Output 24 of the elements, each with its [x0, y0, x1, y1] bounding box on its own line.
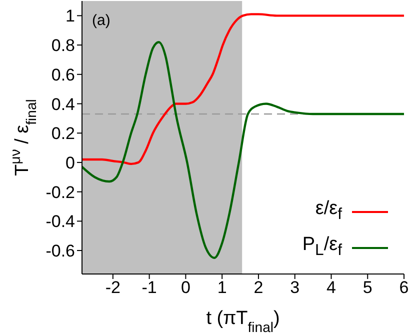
- line-series: [82, 13, 404, 166]
- y-tick-label: -0.4: [46, 212, 75, 232]
- y-tick-label: 0.2: [51, 124, 75, 144]
- y-tick-label: 0.4: [51, 94, 75, 114]
- y-tick-label: 0.6: [51, 65, 75, 84]
- x-tick-label: 5: [362, 278, 372, 298]
- x-tick-label: 4: [326, 278, 336, 298]
- x-tick-label: -2: [105, 278, 120, 298]
- legend-label: P$_{L}$/ε$_{f}$: [302, 234, 342, 259]
- y-tick-label: 0.8: [51, 36, 75, 56]
- x-tick-label: 2: [254, 278, 264, 298]
- x-tick-label: 3: [290, 278, 300, 298]
- y-tick-label: -0.2: [46, 182, 75, 202]
- x-tick-label: 1: [217, 278, 227, 298]
- x-tick-label: 0: [180, 278, 190, 298]
- annotation: (a): [92, 12, 110, 29]
- x-axis-title: t (πT$_{final}$): [206, 308, 280, 335]
- y-tick-label: -0.6: [46, 242, 75, 261]
- x-tick-label: 6: [399, 278, 409, 298]
- x-tick-label: -1: [142, 278, 157, 298]
- y-tick-label: 0: [66, 153, 75, 172]
- line-series: [82, 40, 404, 259]
- legend-label: ε/ε$_{f}$: [315, 198, 342, 224]
- y-tick-label: 1: [66, 6, 75, 26]
